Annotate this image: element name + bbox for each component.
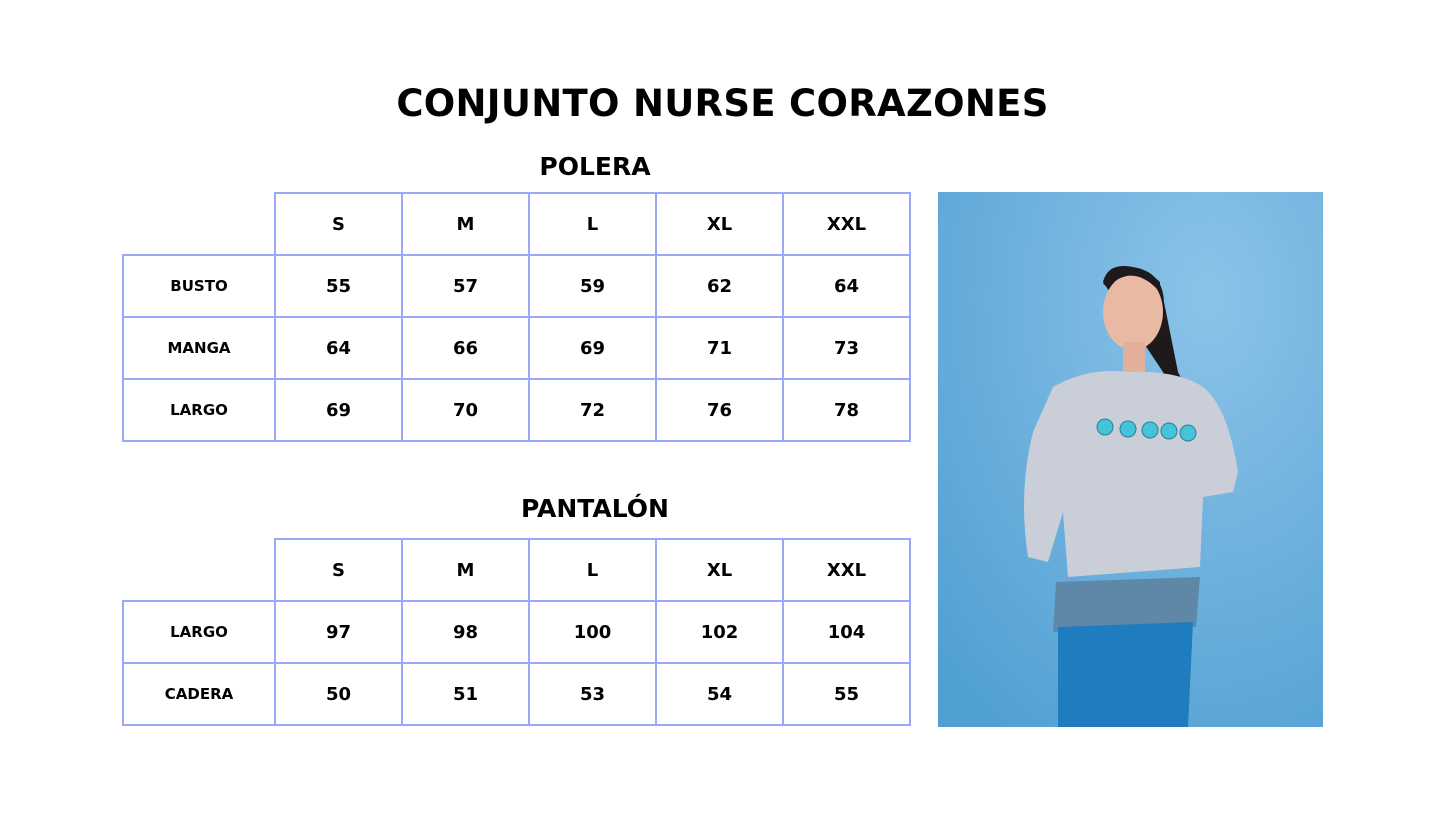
size-header: S [274,192,403,256]
polera-heading: POLERA [539,152,651,181]
measure-cell: 98 [401,600,530,664]
empty-corner-cell [123,193,276,256]
table-row: LARGO 69 70 72 76 78 [122,378,911,442]
measure-cell: 66 [401,316,530,380]
size-header: XXL [782,192,911,256]
table-row: LARGO 97 98 100 102 104 [122,600,911,664]
measure-cell: 55 [274,254,403,318]
row-label: LARGO [122,378,276,442]
size-header: S [274,538,403,602]
row-label: CADERA [122,662,276,726]
table-header-row: S M L XL XXL [123,538,911,602]
measure-cell: 97 [274,600,403,664]
size-header: XL [655,192,784,256]
measure-cell: 55 [782,662,911,726]
measure-cell: 78 [782,378,911,442]
sweatshirt [1024,371,1238,577]
pantalon-size-table: S M L XL XXL LARGO 97 98 100 102 104 CAD… [122,538,911,726]
measure-cell: 54 [655,662,784,726]
measure-cell: 71 [655,316,784,380]
nurse-heart-print [1096,418,1197,442]
measure-cell: 64 [782,254,911,318]
measure-cell: 100 [528,600,657,664]
size-header: XXL [782,538,911,602]
measure-cell: 102 [655,600,784,664]
page-title: CONJUNTO NURSE CORAZONES [396,82,1049,125]
measure-cell: 62 [655,254,784,318]
measure-cell: 69 [528,316,657,380]
empty-corner-cell [123,539,276,602]
measure-cell: 53 [528,662,657,726]
table-row: MANGA 64 66 69 71 73 [122,316,911,380]
measure-cell: 104 [782,600,911,664]
table-row: BUSTO 55 57 59 62 64 [122,254,911,318]
measure-cell: 51 [401,662,530,726]
measure-cell: 76 [655,378,784,442]
measure-cell: 70 [401,378,530,442]
shirt-hem [1053,577,1200,632]
size-header: M [401,538,530,602]
measure-cell: 69 [274,378,403,442]
measure-cell: 50 [274,662,403,726]
size-header: M [401,192,530,256]
measure-cell: 59 [528,254,657,318]
measure-cell: 57 [401,254,530,318]
table-header-row: S M L XL XXL [123,192,911,256]
measure-cell: 72 [528,378,657,442]
size-header: L [528,538,657,602]
pantalon-heading: PANTALÓN [521,494,669,523]
polera-size-table: S M L XL XXL BUSTO 55 57 59 62 64 MANGA … [122,192,911,442]
row-label: MANGA [122,316,276,380]
model-photo [938,192,1323,727]
row-label: LARGO [122,600,276,664]
size-header: XL [655,538,784,602]
table-row: CADERA 50 51 53 54 55 [122,662,911,726]
face [1103,274,1163,350]
size-header: L [528,192,657,256]
pants [1058,622,1193,727]
measure-cell: 64 [274,316,403,380]
row-label: BUSTO [122,254,276,318]
measure-cell: 73 [782,316,911,380]
